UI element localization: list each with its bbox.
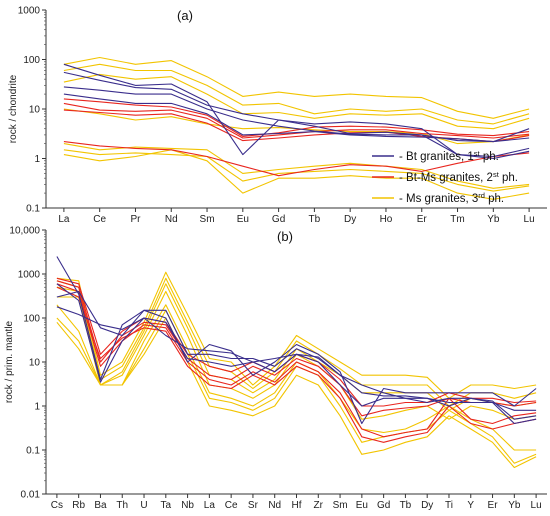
x-tick-label: Rb — [72, 500, 85, 511]
x-tick-label: Er — [488, 500, 499, 511]
legend-label-btms: - Bt-Ms granites, 2st ph. — [399, 170, 518, 184]
series-line-ms-13 — [63, 149, 530, 200]
series-line-ms-13 — [56, 309, 537, 464]
x-tick-label: U — [140, 500, 147, 511]
series-line-btms-5 — [56, 280, 537, 417]
x-tick-label: Dy — [344, 214, 356, 225]
x-tick-label: Th — [116, 500, 128, 511]
x-tick-label: Ce — [93, 214, 106, 225]
x-tick-label: Pr — [130, 214, 141, 225]
x-tick-label: Y — [467, 500, 474, 511]
panel-a-axes: 0.1 1 10 100 1000 La Ce Pr Nd Sm Eu Gd Tb Dy Ho Er Tm Yb L… — [18, 6, 547, 225]
y-tick-label: 10 — [29, 358, 41, 369]
panel-b-label: (b) — [277, 229, 293, 244]
x-tick-label: Gd — [377, 500, 390, 511]
y-tick-label: 100 — [23, 55, 40, 66]
series-line-bt-1 — [56, 290, 537, 411]
y-tick-label: 0.1 — [26, 446, 40, 457]
series-line-ms-8 — [63, 56, 530, 119]
y-tick-label: 10 — [29, 105, 41, 116]
series-line-ms-10 — [63, 73, 530, 130]
x-tick-label: La — [58, 214, 70, 225]
legend-label-ms: - Ms granites, 3rd ph. — [399, 191, 504, 205]
series-line-bt-1 — [63, 71, 530, 143]
x-tick-label: Ce — [225, 500, 238, 511]
x-tick-label: Tm — [450, 214, 464, 225]
y-tick-label: 1000 — [18, 6, 41, 17]
x-tick-label: Ti — [445, 500, 453, 511]
series-line-btms-7 — [56, 286, 537, 443]
panel-b-series — [56, 256, 537, 469]
x-tick-label: Lu — [524, 214, 535, 225]
series-line-ms-14 — [56, 317, 537, 469]
x-tick-label: Ho — [380, 214, 393, 225]
series-line-ms-10 — [56, 283, 537, 411]
x-tick-label: Zr — [314, 500, 324, 511]
x-tick-label: Hf — [292, 500, 302, 511]
panel-a-label: (a) — [177, 8, 193, 23]
y-tick-label: 1 — [34, 402, 40, 413]
x-tick-label: Nd — [268, 500, 281, 511]
y-tick-label: 10,000 — [9, 226, 40, 237]
x-tick-label: Yb — [487, 214, 500, 225]
x-tick-label: Sm — [200, 214, 215, 225]
x-tick-label: Dy — [421, 500, 433, 511]
series-line-btms-5 — [63, 102, 530, 139]
panel-b-chart: (b) 0.01 0.1 1 10 100 1000 10,000 Cs Rb Ba Th U Ta Nb… — [4, 226, 547, 511]
series-line-ms-12 — [63, 143, 530, 189]
series-line-ms-9 — [63, 63, 530, 125]
series-line-btms-4 — [56, 277, 537, 407]
x-tick-label: Lu — [531, 500, 542, 511]
x-tick-label: Sm — [333, 500, 348, 511]
x-tick-label: Cs — [51, 500, 63, 511]
panel-a-ylabel: rock / chondrite — [8, 74, 19, 143]
panel-b-ylabel: rock / prim. mantle — [4, 320, 15, 403]
y-tick-label: 1 — [34, 154, 40, 165]
x-tick-label: Ta — [161, 500, 172, 511]
x-tick-label: Tb — [400, 500, 412, 511]
y-tick-label: 0.01 — [21, 490, 41, 501]
series-line-ms-8 — [56, 271, 537, 399]
series-line-btms-7 — [63, 141, 530, 177]
series-line-bt-2 — [63, 86, 530, 160]
series-line-bt-0 — [56, 256, 537, 425]
panel-a-chart: (a) 0.1 1 10 100 1000 La Ce Pr Nd Sm Eu Gd Tb Dy Ho Er T… — [8, 6, 547, 225]
x-tick-label: Eu — [237, 214, 249, 225]
series-line-btms-6 — [56, 283, 537, 438]
x-tick-label: Tb — [309, 214, 321, 225]
x-tick-label: Ba — [94, 500, 107, 511]
y-tick-label: 100 — [23, 314, 40, 325]
x-tick-label: Gd — [272, 214, 285, 225]
panel-a-series — [63, 56, 530, 200]
y-tick-label: 0.1 — [26, 204, 40, 215]
series-line-bt-3 — [63, 93, 530, 143]
x-tick-label: Yb — [508, 500, 521, 511]
y-tick-label: 1000 — [18, 270, 41, 281]
x-tick-label: Nb — [181, 500, 194, 511]
legend-label-bt: - Bt granites, 1st ph. — [399, 149, 499, 163]
series-line-bt-3 — [56, 306, 537, 420]
panel-b-axes: 0.01 0.1 1 10 100 1000 10,000 Cs Rb Ba Th U Ta Nb La Ce… — [9, 226, 547, 511]
x-tick-label: Er — [417, 214, 428, 225]
series-line-ms-9 — [56, 277, 537, 407]
x-tick-label: Nd — [165, 214, 178, 225]
x-tick-label: Eu — [356, 500, 368, 511]
x-tick-label: La — [204, 500, 216, 511]
series-line-bt-0 — [63, 63, 530, 158]
series-line-btms-4 — [63, 98, 530, 137]
legend: - Bt granites, 1st ph. - Bt-Ms granites, … — [372, 149, 518, 205]
x-tick-label: Sr — [248, 500, 259, 511]
